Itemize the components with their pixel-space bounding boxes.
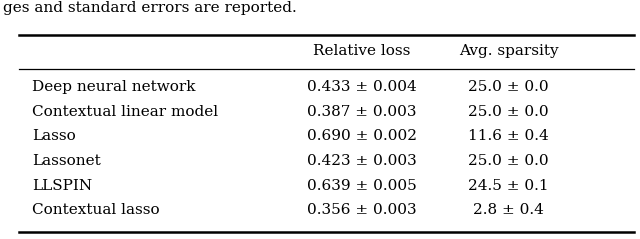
Text: 0.387 ± 0.003: 0.387 ± 0.003 (307, 105, 417, 119)
Text: 25.0 ± 0.0: 25.0 ± 0.0 (468, 154, 549, 168)
Text: Relative loss: Relative loss (313, 44, 410, 58)
Text: 0.690 ± 0.002: 0.690 ± 0.002 (307, 130, 417, 143)
Text: 0.423 ± 0.003: 0.423 ± 0.003 (307, 154, 417, 168)
Text: ges and standard errors are reported.: ges and standard errors are reported. (3, 1, 297, 15)
Text: 25.0 ± 0.0: 25.0 ± 0.0 (468, 105, 549, 119)
Text: 0.639 ± 0.005: 0.639 ± 0.005 (307, 179, 417, 193)
Text: 24.5 ± 0.1: 24.5 ± 0.1 (468, 179, 549, 193)
Text: 0.433 ± 0.004: 0.433 ± 0.004 (307, 80, 417, 94)
Text: LLSPIN: LLSPIN (32, 179, 92, 193)
Text: Lassonet: Lassonet (32, 154, 100, 168)
Text: Lasso: Lasso (32, 130, 76, 143)
Text: Deep neural network: Deep neural network (32, 80, 195, 94)
Text: 2.8 ± 0.4: 2.8 ± 0.4 (474, 203, 544, 217)
Text: 25.0 ± 0.0: 25.0 ± 0.0 (468, 80, 549, 94)
Text: Avg. sparsity: Avg. sparsity (459, 44, 559, 58)
Text: 11.6 ± 0.4: 11.6 ± 0.4 (468, 130, 549, 143)
Text: Contextual linear model: Contextual linear model (32, 105, 218, 119)
Text: Contextual lasso: Contextual lasso (32, 203, 159, 217)
Text: 0.356 ± 0.003: 0.356 ± 0.003 (307, 203, 417, 217)
